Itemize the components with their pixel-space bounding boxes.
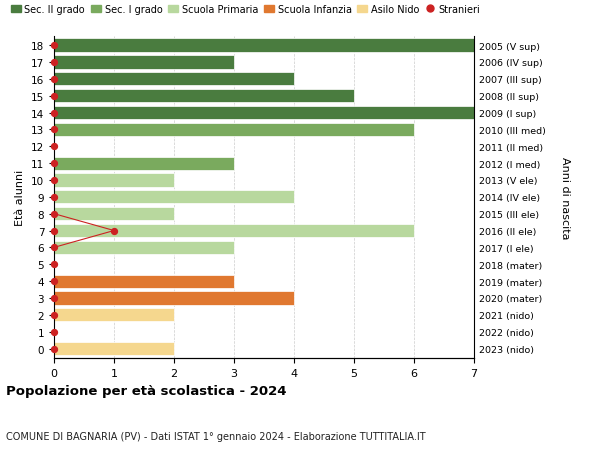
Point xyxy=(49,177,59,184)
Point xyxy=(49,42,59,50)
Point xyxy=(49,76,59,83)
Bar xyxy=(54,224,414,238)
Bar xyxy=(54,39,474,52)
Point xyxy=(49,312,59,319)
Y-axis label: Anni di nascita: Anni di nascita xyxy=(560,156,569,239)
Bar xyxy=(54,106,474,120)
Point xyxy=(49,143,59,151)
Point xyxy=(49,227,59,235)
Point xyxy=(49,59,59,67)
Bar xyxy=(54,157,234,170)
Point xyxy=(49,110,59,117)
Point xyxy=(49,244,59,252)
Point xyxy=(49,278,59,285)
Bar xyxy=(54,207,174,221)
Bar xyxy=(54,292,294,305)
Point xyxy=(49,328,59,336)
Point xyxy=(49,295,59,302)
Bar xyxy=(54,56,234,69)
Text: COMUNE DI BAGNARIA (PV) - Dati ISTAT 1° gennaio 2024 - Elaborazione TUTTITALIA.I: COMUNE DI BAGNARIA (PV) - Dati ISTAT 1° … xyxy=(6,431,425,441)
Legend: Sec. II grado, Sec. I grado, Scuola Primaria, Scuola Infanzia, Asilo Nido, Stran: Sec. II grado, Sec. I grado, Scuola Prim… xyxy=(11,5,481,15)
Bar xyxy=(54,241,234,254)
Point xyxy=(49,126,59,134)
Bar xyxy=(54,308,174,322)
Point xyxy=(49,211,59,218)
Text: Popolazione per età scolastica - 2024: Popolazione per età scolastica - 2024 xyxy=(6,384,287,397)
Point xyxy=(49,160,59,168)
Point xyxy=(109,227,119,235)
Bar xyxy=(54,123,414,137)
Point xyxy=(49,93,59,100)
Bar xyxy=(54,342,174,355)
Y-axis label: Età alunni: Età alunni xyxy=(16,169,25,225)
Bar xyxy=(54,73,294,86)
Point xyxy=(49,261,59,269)
Bar xyxy=(54,90,354,103)
Point xyxy=(49,194,59,201)
Bar xyxy=(54,174,174,187)
Bar xyxy=(54,191,294,204)
Point xyxy=(49,345,59,353)
Bar xyxy=(54,275,234,288)
